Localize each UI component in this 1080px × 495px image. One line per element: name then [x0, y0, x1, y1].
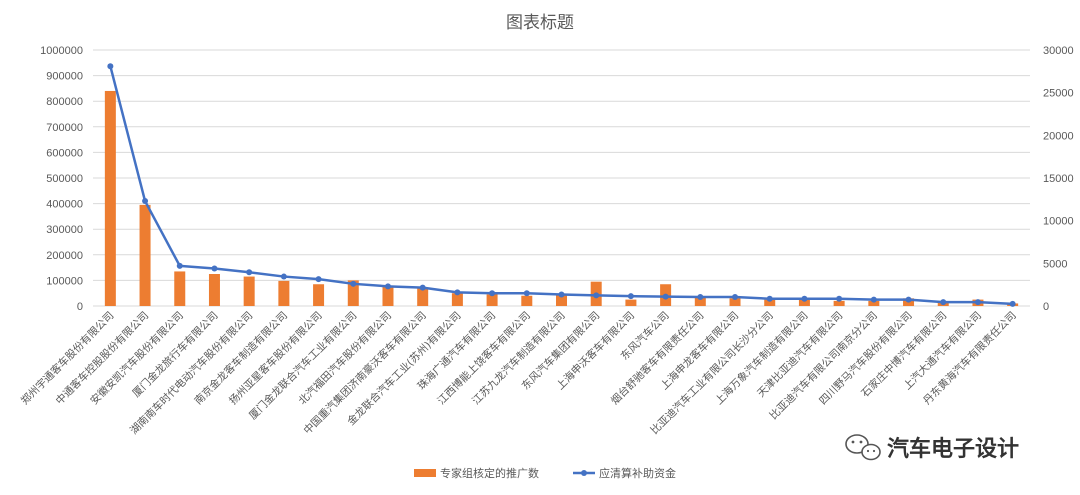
y-right-tick-label: 15000 — [1043, 173, 1074, 185]
line-point — [940, 299, 947, 306]
y-left-tick-label: 0 — [77, 301, 83, 313]
bar — [174, 271, 186, 306]
bar — [347, 280, 359, 306]
line-point — [489, 290, 496, 297]
bar — [625, 299, 637, 306]
line-point — [627, 293, 634, 300]
y-left-tick-label: 600000 — [46, 147, 83, 159]
line-point — [315, 276, 322, 283]
bar — [764, 299, 776, 306]
line-point — [246, 269, 253, 276]
y-right-tick-label: 5000 — [1043, 258, 1067, 270]
watermark: 汽车电子设计 — [845, 434, 1019, 462]
bar — [868, 300, 880, 306]
legend-label-line: 应清算补助资金 — [599, 466, 676, 480]
line-point — [766, 295, 773, 302]
line-point — [836, 295, 843, 302]
category-label: 比亚迪汽车工业有限公司长沙分公司 — [648, 309, 776, 437]
legend: 专家组核定的推广数 应清算补助资金 — [414, 466, 676, 480]
bar — [382, 285, 394, 306]
bar — [729, 298, 741, 306]
legend-swatch-bar — [414, 469, 436, 477]
bar — [486, 294, 498, 306]
legend-marker-line — [581, 470, 587, 476]
bar — [278, 280, 290, 306]
y-left-tick-label: 100000 — [46, 275, 83, 287]
y-left-tick-label: 800000 — [46, 96, 83, 108]
line-point — [558, 291, 565, 298]
line-point — [523, 290, 530, 297]
y-left-tick-label: 700000 — [46, 122, 83, 134]
line-point — [870, 296, 877, 303]
category-label: 湖南南车时代电动汽车股份有限公司 — [127, 309, 255, 437]
bar — [556, 294, 567, 306]
legend-label-bar: 专家组核定的推广数 — [440, 466, 539, 480]
category-labels: 郑州宇通客车股份有限公司中通客车控股股份有限公司安徽安凯汽车股份有限公司厦门金龙… — [18, 309, 1019, 437]
line-point — [384, 283, 391, 290]
line-point — [732, 294, 739, 301]
y-right-tick-label: 30000 — [1043, 45, 1074, 57]
y-right-tick-label: 0 — [1043, 301, 1049, 313]
gridlines — [93, 49, 1030, 307]
bar — [208, 274, 220, 306]
watermark-text: 汽车电子设计 — [887, 436, 1019, 462]
line-point — [280, 273, 287, 280]
line-point — [419, 284, 426, 291]
y-left-tick-label: 200000 — [46, 250, 83, 262]
series-line — [109, 65, 1013, 306]
bar-series — [104, 90, 1019, 307]
chart-title: 图表标题 — [506, 13, 574, 33]
bar — [417, 288, 429, 306]
line-point — [1009, 300, 1016, 307]
bar — [798, 299, 810, 306]
bar — [833, 300, 845, 306]
left-axis-tick-labels: 0 100000 200000 300000 400000 500000 600000 700… — [40, 45, 83, 313]
line-point — [107, 63, 114, 70]
bar — [243, 276, 255, 306]
wechat-icon — [845, 434, 881, 461]
y-left-tick-label: 400000 — [46, 199, 83, 211]
line-series — [107, 63, 1016, 307]
line-point — [454, 289, 461, 296]
line-point — [697, 294, 704, 301]
line-point — [211, 265, 218, 272]
bar — [521, 295, 533, 306]
right-axis-tick-labels: 0 5000 10000 15000 20000 25000 30000 — [1043, 45, 1074, 313]
y-left-tick-label: 500000 — [46, 173, 83, 185]
bar — [694, 297, 706, 306]
y-right-tick-label: 10000 — [1043, 216, 1074, 228]
bar — [451, 293, 463, 306]
line-point — [905, 296, 912, 303]
line-point — [350, 280, 357, 287]
line-point — [176, 262, 183, 269]
line-point — [142, 198, 149, 205]
line-point — [662, 293, 669, 300]
y-left-tick-label: 900000 — [46, 71, 83, 83]
y-left-tick-label: 300000 — [46, 224, 83, 236]
category-label: 中国重汽集团济南豪沃客车有限公司 — [301, 309, 429, 437]
bar — [313, 284, 325, 306]
bar — [139, 204, 151, 306]
line-point — [593, 292, 600, 299]
y-left-tick-label: 1000000 — [40, 45, 83, 57]
bar — [104, 90, 116, 307]
line-point — [974, 299, 981, 306]
y-right-tick-label: 20000 — [1043, 130, 1074, 142]
y-right-tick-label: 25000 — [1043, 88, 1074, 100]
line-point — [801, 295, 808, 302]
